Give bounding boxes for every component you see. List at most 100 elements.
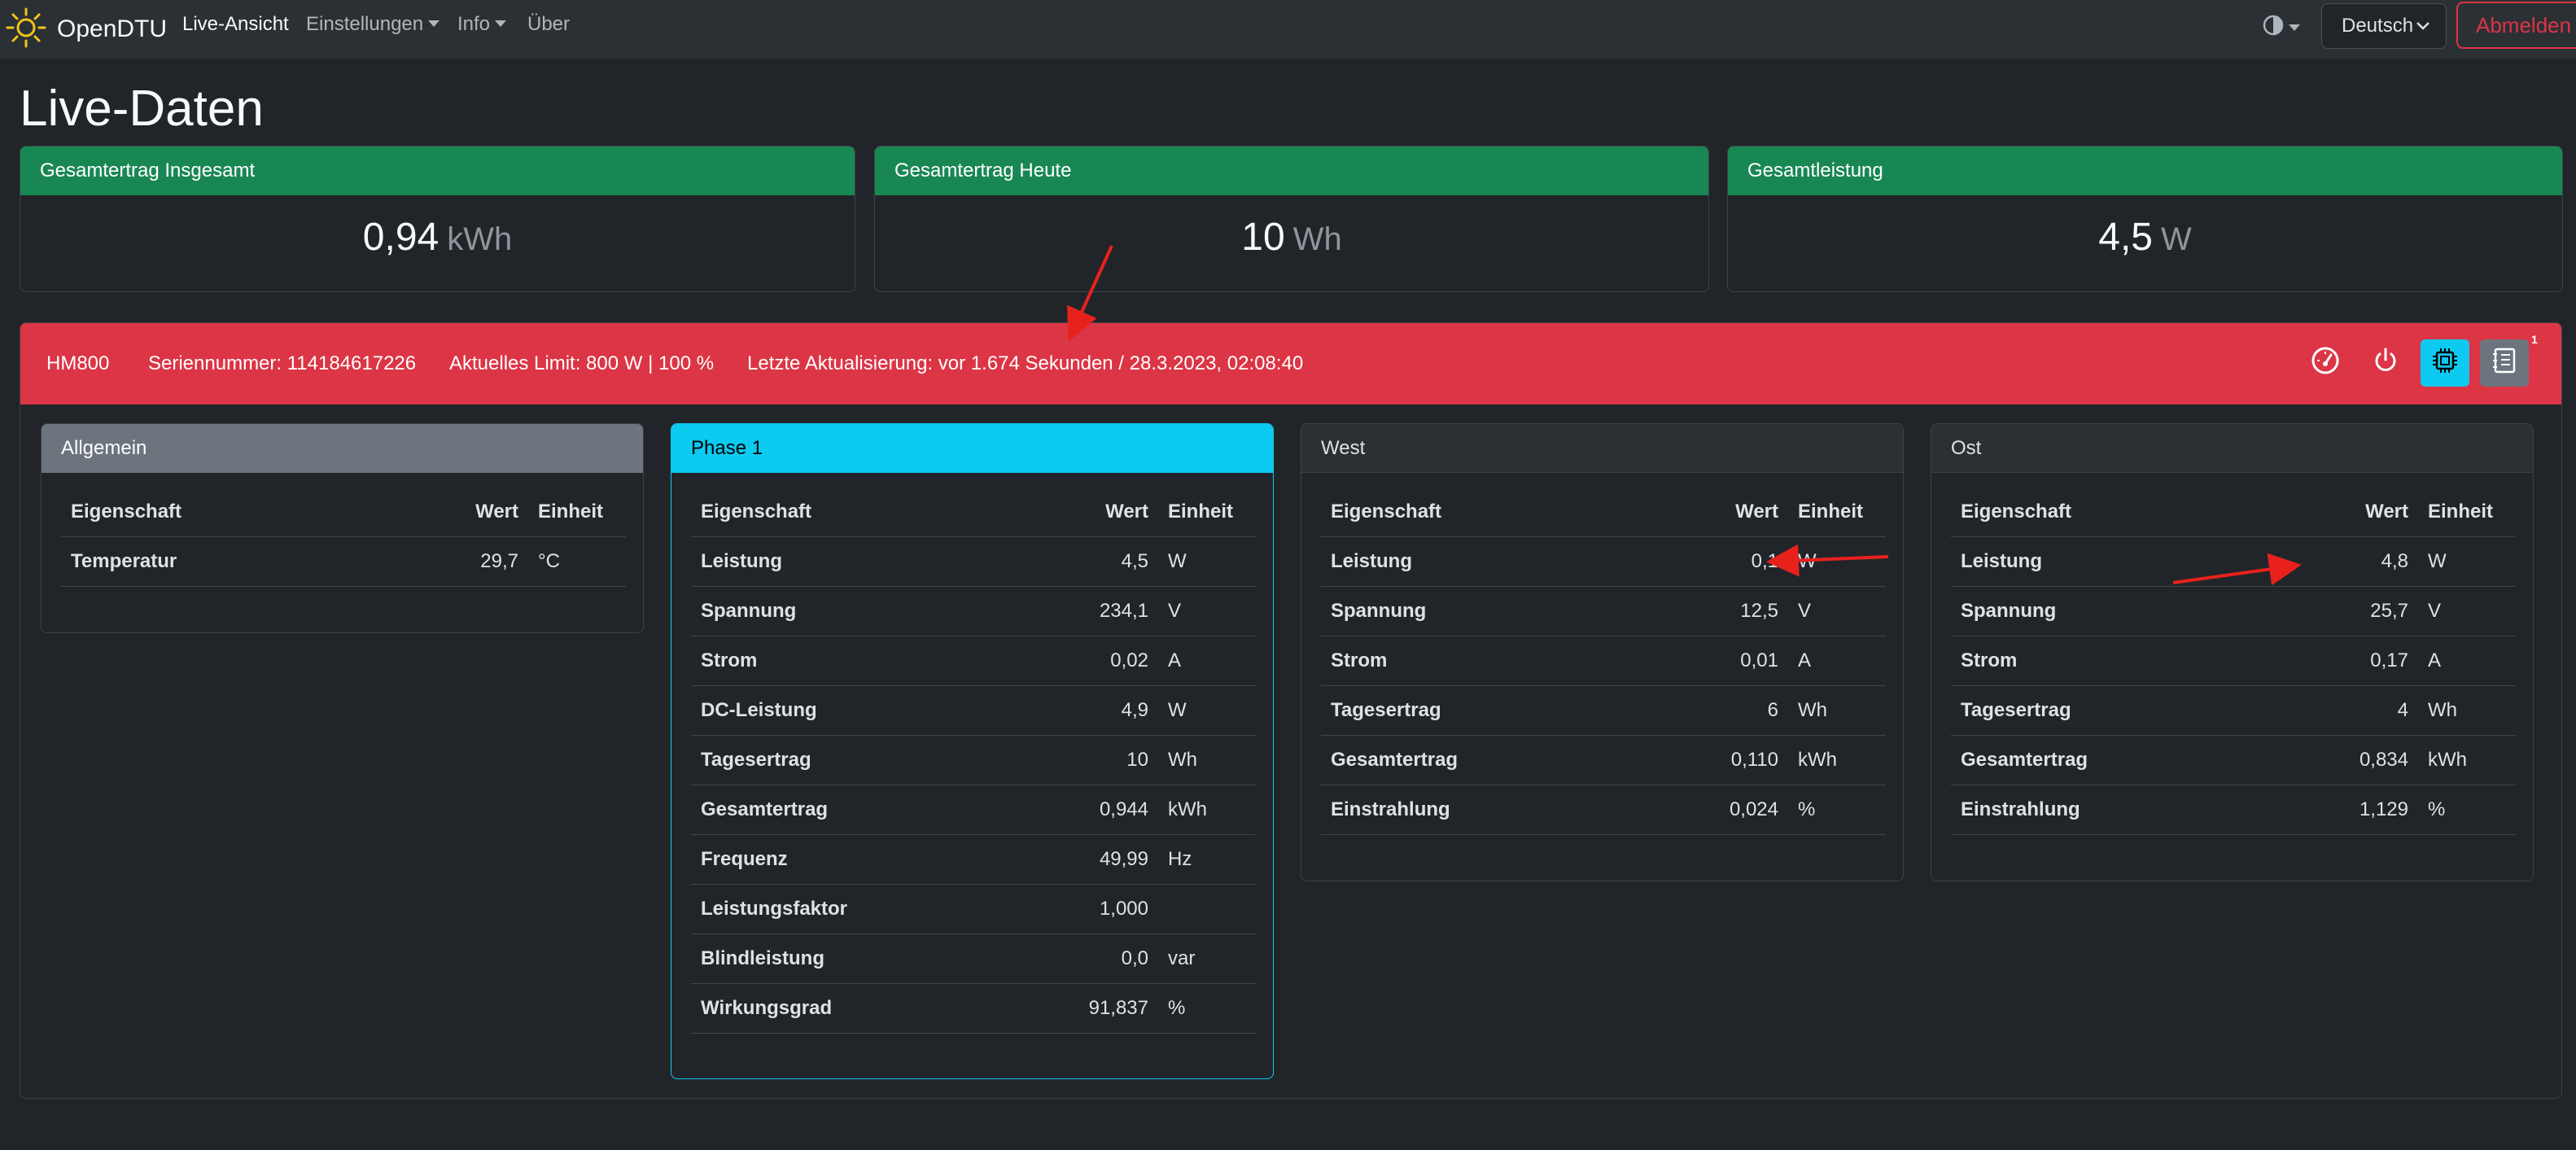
property-name: Leistung [1951, 536, 2303, 587]
column-header: Eigenschaft [1951, 488, 2303, 537]
channel-card-header: West [1301, 424, 1903, 473]
property-value: 91,837 [1043, 983, 1148, 1034]
nav-settings-dropdown[interactable]: Einstellungen [306, 13, 440, 36]
property-value: 4,8 [2303, 536, 2408, 587]
language-select-value: Deutsch [2342, 15, 2414, 37]
property-value: 0,02 [1043, 636, 1148, 686]
property-unit: Hz [1148, 834, 1256, 885]
column-header: Eigenschaft [1321, 488, 1673, 537]
property-unit: °C [518, 536, 626, 587]
column-header: Eigenschaft [61, 488, 413, 537]
nav-about[interactable]: Über [527, 13, 570, 36]
table-row: Gesamtertrag 0,110 kWh [1321, 735, 1886, 785]
inverter-card: HM800 Seriennummer: 114184617226 Aktuell… [20, 322, 2562, 1099]
column-header: Wert [1043, 488, 1148, 537]
channel-table: Eigenschaft Wert Einheit Leistung 0,1 W Spann… [1321, 488, 1886, 835]
channel-table: Eigenschaft Wert Einheit Leistung 4,5 W Spann… [691, 488, 1256, 1034]
property-value: 0,834 [2303, 735, 2408, 785]
property-unit: V [1148, 586, 1256, 636]
property-value: 0,944 [1043, 785, 1148, 835]
table-header-row: Eigenschaft Wert Einheit [1951, 488, 2516, 537]
property-name: Strom [1951, 636, 2303, 686]
summary-value: 4,5 [2098, 216, 2153, 259]
property-name: Leistung [691, 536, 1043, 587]
summary-unit: Wh [1292, 221, 1342, 257]
property-unit: Wh [2408, 685, 2516, 736]
property-unit: A [1148, 636, 1256, 686]
notes-icon [2490, 346, 2519, 381]
property-name: Wirkungsgrad [691, 983, 1043, 1034]
event-log-button[interactable] [2480, 339, 2529, 387]
summary-card-header: Gesamtertrag Heute [875, 146, 1708, 195]
table-row: Frequenz 49,99 Hz [691, 834, 1256, 885]
chevron-down-icon [2415, 17, 2431, 40]
power-control-button[interactable] [2361, 339, 2410, 387]
table-row: Blindleistung 0,0 var [691, 934, 1256, 984]
summary-value: 10 [1241, 216, 1285, 259]
caret-down-icon [2289, 24, 2300, 31]
property-name: Tagesertrag [1321, 685, 1673, 736]
property-unit: V [2408, 586, 2516, 636]
nav-live-view-label: Live-Ansicht [182, 13, 289, 35]
sun-logo-icon [5, 7, 47, 53]
inverter-last-update: Letzte Aktualisierung: vor 1.674 Sekunde… [747, 352, 1304, 374]
summary-card-total-power: Gesamtleistung 4,5 W [1727, 146, 2563, 292]
property-unit: var [1148, 934, 1256, 984]
device-info-button[interactable] [2421, 339, 2469, 387]
table-row: Spannung 234,1 V [691, 586, 1256, 636]
table-row: Tagesertrag 10 Wh [691, 735, 1256, 785]
property-unit: Wh [1148, 735, 1256, 785]
table-row: Einstrahlung 0,024% [1321, 785, 1886, 835]
property-unit: W [1148, 536, 1256, 587]
property-unit: kWh [1148, 785, 1256, 835]
channel-card-east: Ost Eigenschaft Wert Einheit Leistung 4,8 W S… [1931, 423, 2534, 881]
caret-down-icon [428, 20, 440, 27]
nav-info-dropdown[interactable]: Info [457, 13, 507, 36]
table-row: Leistungsfaktor 1,000 [691, 884, 1256, 934]
column-header: Wert [413, 488, 518, 537]
gauge-icon [2311, 346, 2340, 381]
caret-down-icon [495, 20, 507, 27]
brand-name: OpenDTU [57, 15, 168, 42]
power-icon [2371, 346, 2400, 381]
property-unit: % [1148, 983, 1256, 1034]
property-name: Leistung [1321, 536, 1673, 587]
column-header: Einheit [1778, 488, 1886, 537]
inverter-limit: Aktuelles Limit: 800 W | 100 % [449, 352, 715, 374]
channel-card-header: Phase 1 [671, 424, 1273, 473]
logout-label: Abmelden [2476, 12, 2572, 37]
property-value: 0,110 [1673, 735, 1778, 785]
property-name: Einstrahlung [1321, 785, 1673, 835]
summary-card-header: Gesamtleistung [1728, 146, 2562, 195]
table-header-row: Eigenschaft Wert Einheit [61, 488, 626, 537]
table-row: Temperatur 29,7 °C [61, 536, 626, 587]
table-row: Strom 0,17 A [1951, 636, 2516, 686]
property-value: 0,1 [1673, 536, 1778, 587]
property-unit: kWh [2408, 735, 2516, 785]
channel-card-west: West Eigenschaft Wert Einheit Leistung 0,1 W… [1301, 423, 1904, 881]
brand[interactable]: OpenDTU [5, 7, 167, 52]
table-row: Leistung 4,5 W [691, 536, 1256, 587]
table-row: Gesamtertrag 0,834 kWh [1951, 735, 2516, 785]
logout-button[interactable]: Abmelden [2456, 2, 2576, 49]
summary-unit: kWh [447, 221, 513, 257]
table-row: Leistung 0,1 W [1321, 536, 1886, 587]
property-value: 234,1 [1043, 586, 1148, 636]
table-row: Tagesertrag 6 Wh [1321, 685, 1886, 736]
property-value: 6 [1673, 685, 1778, 736]
table-row: Leistung 4,8 W [1951, 536, 2516, 587]
limit-settings-button[interactable] [2301, 339, 2350, 387]
nav-live-view[interactable]: Live-Ansicht [182, 13, 289, 36]
property-name: Spannung [1321, 586, 1673, 636]
table-row: Spannung 12,5 V [1321, 586, 1886, 636]
property-unit: Wh [1778, 685, 1886, 736]
page-title: Live-Daten [20, 81, 264, 137]
column-header: Eigenschaft [691, 488, 1043, 537]
language-select[interactable]: Deutsch [2321, 3, 2447, 49]
property-name: Gesamtertrag [691, 785, 1043, 835]
column-header: Einheit [1148, 488, 1256, 537]
theme-toggle[interactable] [2263, 15, 2300, 40]
property-value: 12,5 [1673, 586, 1778, 636]
property-value: 4,5 [1043, 536, 1148, 587]
summary-card-header: Gesamtertrag Insgesamt [20, 146, 855, 195]
